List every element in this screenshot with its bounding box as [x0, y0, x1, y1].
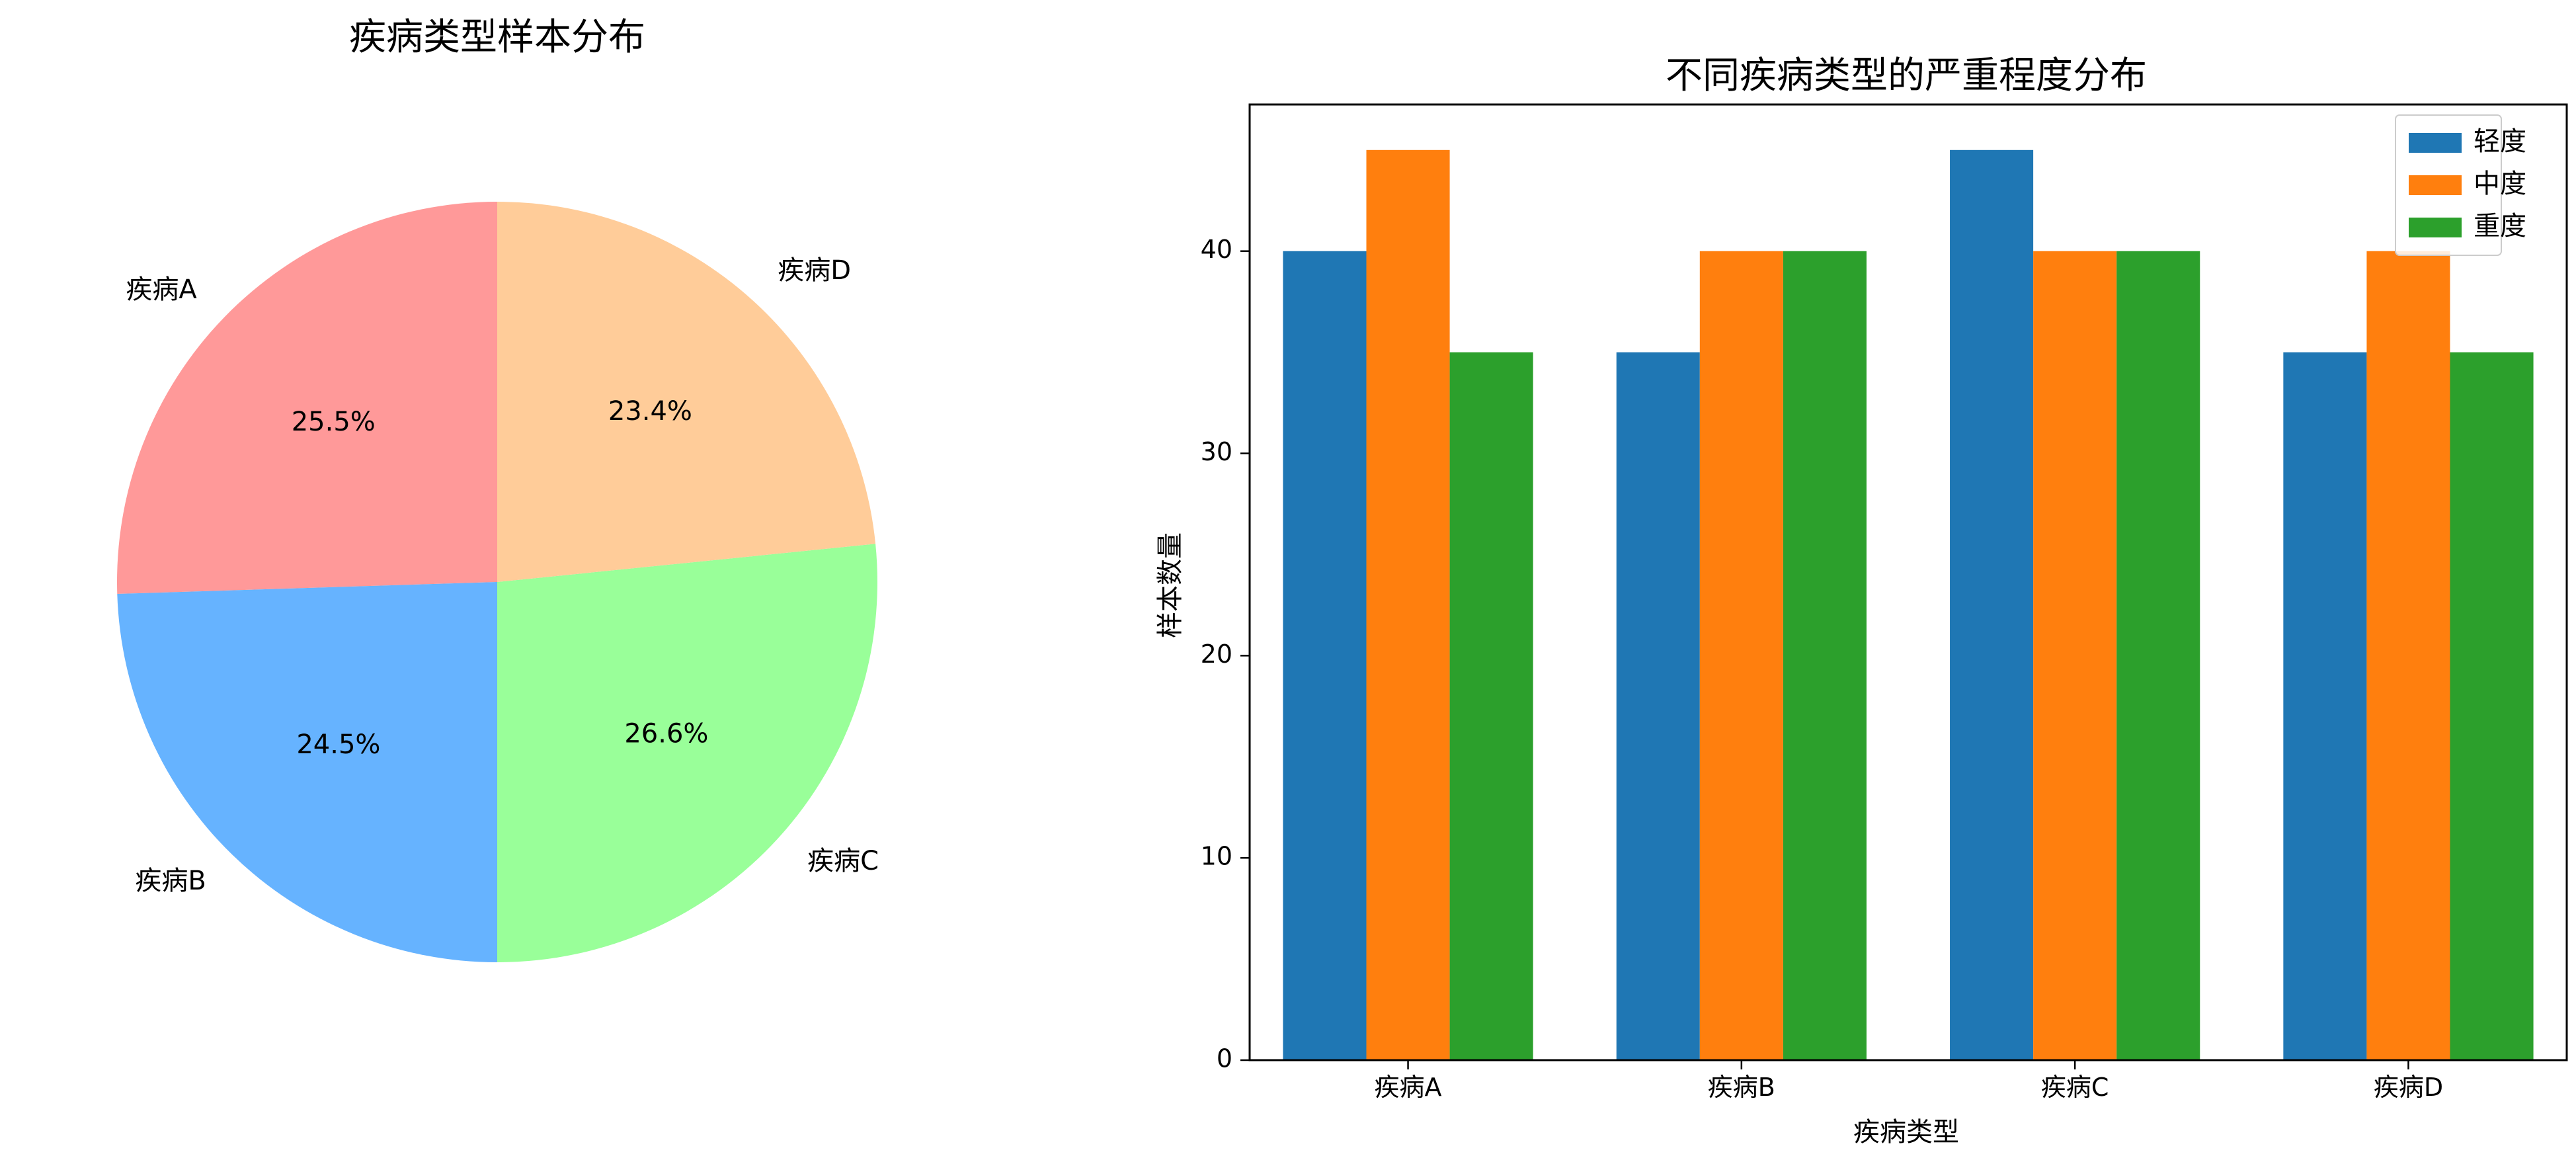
bar	[1449, 352, 1533, 1060]
bar	[1950, 149, 2034, 1060]
pie-percent-label: 23.4%	[608, 396, 692, 427]
bar	[2033, 251, 2117, 1060]
x-tick-label: 疾病D	[2374, 1073, 2443, 1102]
pie-slice	[117, 582, 498, 962]
legend-swatch	[2409, 175, 2462, 195]
bar	[1616, 352, 1700, 1060]
bar	[2283, 352, 2367, 1060]
bar	[1783, 251, 1867, 1060]
pie-percent-label: 26.6%	[624, 718, 708, 749]
x-tick-label: 疾病A	[1375, 1073, 1442, 1102]
bar	[2116, 251, 2200, 1060]
x-tick-label: 疾病C	[2041, 1073, 2109, 1102]
y-tick-label: 10	[1201, 842, 1232, 871]
legend-swatch	[2409, 133, 2462, 153]
pie-labels: 25.5% 疾病A 24.5% 疾病B 26.6% 疾病C 23.4% 疾病D	[126, 255, 879, 896]
pie-slice	[497, 544, 877, 962]
pie-category-label: 疾病D	[778, 255, 851, 286]
bar	[2366, 251, 2450, 1060]
pie-slice	[116, 202, 497, 595]
pie-slice	[497, 202, 876, 582]
legend-label: 中度	[2474, 169, 2526, 199]
pie-category-label: 疾病B	[135, 866, 206, 896]
y-axis-label: 样本数量	[1155, 532, 1186, 638]
y-tick-label: 40	[1201, 235, 1232, 264]
pie-category-label: 疾病A	[126, 274, 197, 305]
bar	[1283, 251, 1367, 1060]
bar-bars	[1283, 149, 2534, 1060]
y-tick-label: 0	[1217, 1044, 1232, 1073]
bar	[1366, 149, 1450, 1060]
pie-percent-label: 25.5%	[292, 407, 376, 437]
x-axis-ticks: 疾病A 疾病B 疾病C 疾病D	[1375, 1060, 2443, 1102]
y-axis-ticks: 0 10 20 30 40	[1201, 235, 1250, 1073]
pie-category-label: 疾病C	[807, 846, 879, 876]
pie-slices	[116, 202, 877, 962]
pie-chart: 疾病类型样本分布 25.5% 疾病A 24.5% 疾病B 26.6% 疾病C 23.4% 疾病…	[116, 16, 879, 962]
axes-frame	[1248, 103, 2568, 1061]
bar-chart-title: 不同疾病类型的严重程度分布	[1666, 54, 2147, 97]
x-axis-label: 疾病类型	[1853, 1117, 1959, 1147]
pie-percent-label: 24.5%	[296, 729, 380, 760]
legend-label: 重度	[2474, 211, 2526, 241]
pie-chart-title: 疾病类型样本分布	[349, 16, 645, 59]
y-tick-label: 20	[1201, 640, 1232, 669]
y-tick-label: 30	[1201, 437, 1232, 466]
bar	[2450, 352, 2534, 1060]
x-tick-label: 疾病B	[1708, 1073, 1775, 1102]
legend-swatch	[2409, 218, 2462, 237]
bar	[1699, 251, 1783, 1060]
bar-chart: 不同疾病类型的严重程度分布 0 10 20 30 40 疾病A 疾病B 疾病C 疾病D 疾病类…	[1155, 54, 2568, 1147]
legend-label: 轻度	[2474, 126, 2526, 157]
